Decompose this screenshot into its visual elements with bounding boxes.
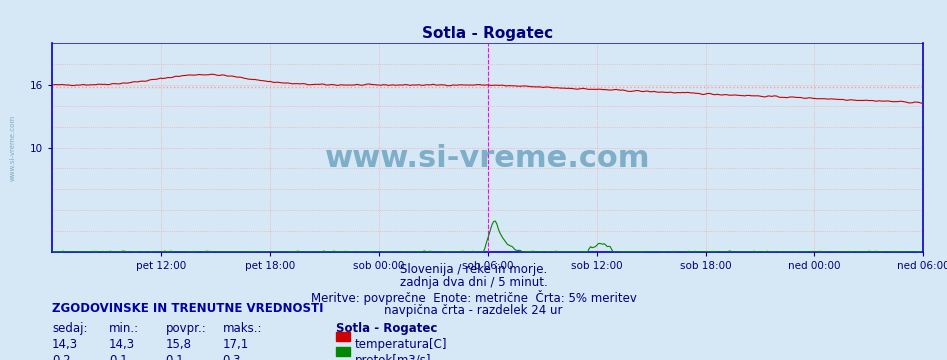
- Text: 17,1: 17,1: [223, 338, 249, 351]
- Title: Sotla - Rogatec: Sotla - Rogatec: [422, 26, 553, 41]
- Text: sedaj:: sedaj:: [52, 322, 87, 335]
- Text: ZGODOVINSKE IN TRENUTNE VREDNOSTI: ZGODOVINSKE IN TRENUTNE VREDNOSTI: [52, 302, 324, 315]
- Text: navpična črta - razdelek 24 ur: navpična črta - razdelek 24 ur: [384, 304, 563, 317]
- Text: 0,2: 0,2: [52, 354, 71, 360]
- Text: pretok[m3/s]: pretok[m3/s]: [355, 354, 432, 360]
- Text: www.si-vreme.com: www.si-vreme.com: [325, 144, 651, 172]
- Text: povpr.:: povpr.:: [166, 322, 206, 335]
- Text: 14,3: 14,3: [109, 338, 135, 351]
- Text: Sotla - Rogatec: Sotla - Rogatec: [336, 322, 438, 335]
- Text: Meritve: povprečne  Enote: metrične  Črta: 5% meritev: Meritve: povprečne Enote: metrične Črta:…: [311, 290, 636, 305]
- Text: www.si-vreme.com: www.si-vreme.com: [9, 114, 16, 181]
- Text: zadnja dva dni / 5 minut.: zadnja dva dni / 5 minut.: [400, 276, 547, 289]
- Text: temperatura[C]: temperatura[C]: [355, 338, 448, 351]
- Text: Slovenija / reke in morje.: Slovenija / reke in morje.: [400, 263, 547, 276]
- Text: maks.:: maks.:: [223, 322, 262, 335]
- Text: 0,1: 0,1: [109, 354, 128, 360]
- Text: 0,1: 0,1: [166, 354, 185, 360]
- Text: 0,3: 0,3: [223, 354, 241, 360]
- Text: 14,3: 14,3: [52, 338, 79, 351]
- Text: min.:: min.:: [109, 322, 139, 335]
- Text: 15,8: 15,8: [166, 338, 191, 351]
